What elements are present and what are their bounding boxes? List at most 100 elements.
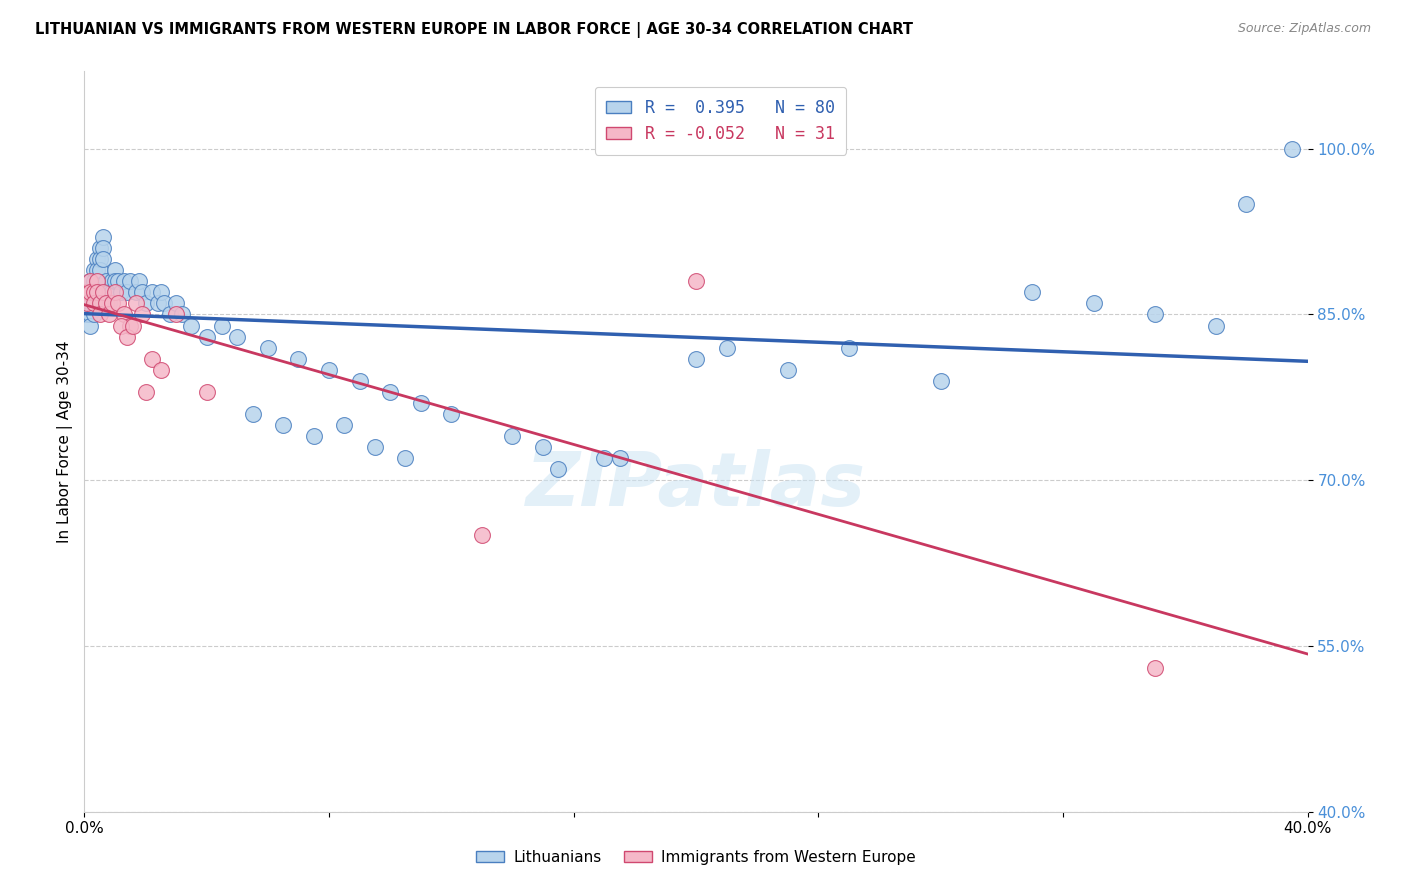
Point: [83, 285, 105, 300]
Point: [97, 296, 120, 310]
Point: [776, 362, 799, 376]
Point: [86, 274, 108, 288]
Point: [165, 308, 187, 322]
Point: [409, 396, 432, 410]
Point: [89, 308, 111, 322]
Point: [685, 274, 707, 288]
Point: [79, 296, 101, 310]
Point: [104, 285, 127, 300]
Point: [79, 285, 101, 300]
Point: [125, 285, 148, 300]
Y-axis label: In Labor Force | Age 30-34: In Labor Force | Age 30-34: [58, 340, 73, 543]
Point: [146, 296, 169, 310]
Point: [318, 362, 340, 376]
Point: [89, 263, 111, 277]
Point: [94, 274, 117, 288]
Point: [91, 252, 114, 267]
Point: [89, 241, 111, 255]
Point: [547, 462, 569, 476]
Text: Source: ZipAtlas.com: Source: ZipAtlas.com: [1237, 22, 1371, 36]
Point: [125, 296, 148, 310]
Point: [195, 329, 218, 343]
Point: [107, 296, 129, 310]
Point: [79, 274, 101, 288]
Point: [83, 263, 105, 277]
Point: [89, 296, 111, 310]
Point: [115, 329, 138, 343]
Point: [226, 329, 249, 343]
Point: [122, 318, 145, 333]
Point: [104, 263, 127, 277]
Point: [110, 285, 132, 300]
Point: [83, 308, 105, 322]
Point: [159, 308, 181, 322]
Text: ZIPatlas: ZIPatlas: [526, 450, 866, 523]
Point: [97, 285, 120, 300]
Point: [86, 274, 108, 288]
Point: [271, 417, 294, 432]
Point: [1021, 285, 1043, 300]
Point: [531, 440, 554, 454]
Point: [141, 351, 163, 366]
Point: [83, 285, 105, 300]
Point: [79, 308, 101, 322]
Point: [101, 274, 124, 288]
Point: [83, 296, 105, 310]
Point: [349, 374, 371, 388]
Text: LITHUANIAN VS IMMIGRANTS FROM WESTERN EUROPE IN LABOR FORCE | AGE 30-34 CORRELAT: LITHUANIAN VS IMMIGRANTS FROM WESTERN EU…: [35, 22, 912, 38]
Point: [76, 285, 98, 300]
Point: [101, 285, 124, 300]
Point: [716, 341, 738, 355]
Point: [165, 296, 187, 310]
Point: [89, 252, 111, 267]
Point: [104, 274, 127, 288]
Point: [120, 274, 142, 288]
Point: [141, 285, 163, 300]
Point: [394, 451, 416, 466]
Point: [79, 274, 101, 288]
Point: [131, 285, 153, 300]
Point: [149, 285, 172, 300]
Point: [1143, 308, 1166, 322]
Point: [79, 318, 101, 333]
Point: [112, 308, 135, 322]
Point: [76, 296, 98, 310]
Point: [76, 308, 98, 322]
Point: [101, 296, 124, 310]
Point: [131, 308, 153, 322]
Point: [380, 384, 402, 399]
Point: [1083, 296, 1105, 310]
Point: [149, 362, 172, 376]
Point: [91, 241, 114, 255]
Point: [471, 528, 494, 542]
Point: [120, 318, 142, 333]
Point: [502, 429, 524, 443]
Point: [685, 351, 707, 366]
Point: [287, 351, 309, 366]
Point: [86, 252, 108, 267]
Point: [1234, 197, 1257, 211]
Point: [257, 341, 280, 355]
Point: [94, 296, 117, 310]
Point: [115, 285, 138, 300]
Point: [107, 274, 129, 288]
Point: [76, 296, 98, 310]
Point: [86, 263, 108, 277]
Point: [135, 296, 157, 310]
Point: [211, 318, 233, 333]
Point: [1281, 142, 1303, 156]
Point: [128, 274, 150, 288]
Point: [440, 407, 463, 421]
Point: [79, 285, 101, 300]
Point: [86, 285, 108, 300]
Point: [153, 296, 176, 310]
Point: [110, 318, 132, 333]
Point: [83, 274, 105, 288]
Point: [333, 417, 356, 432]
Point: [929, 374, 952, 388]
Point: [97, 308, 120, 322]
Point: [593, 451, 616, 466]
Point: [86, 285, 108, 300]
Point: [112, 274, 135, 288]
Point: [91, 230, 114, 244]
